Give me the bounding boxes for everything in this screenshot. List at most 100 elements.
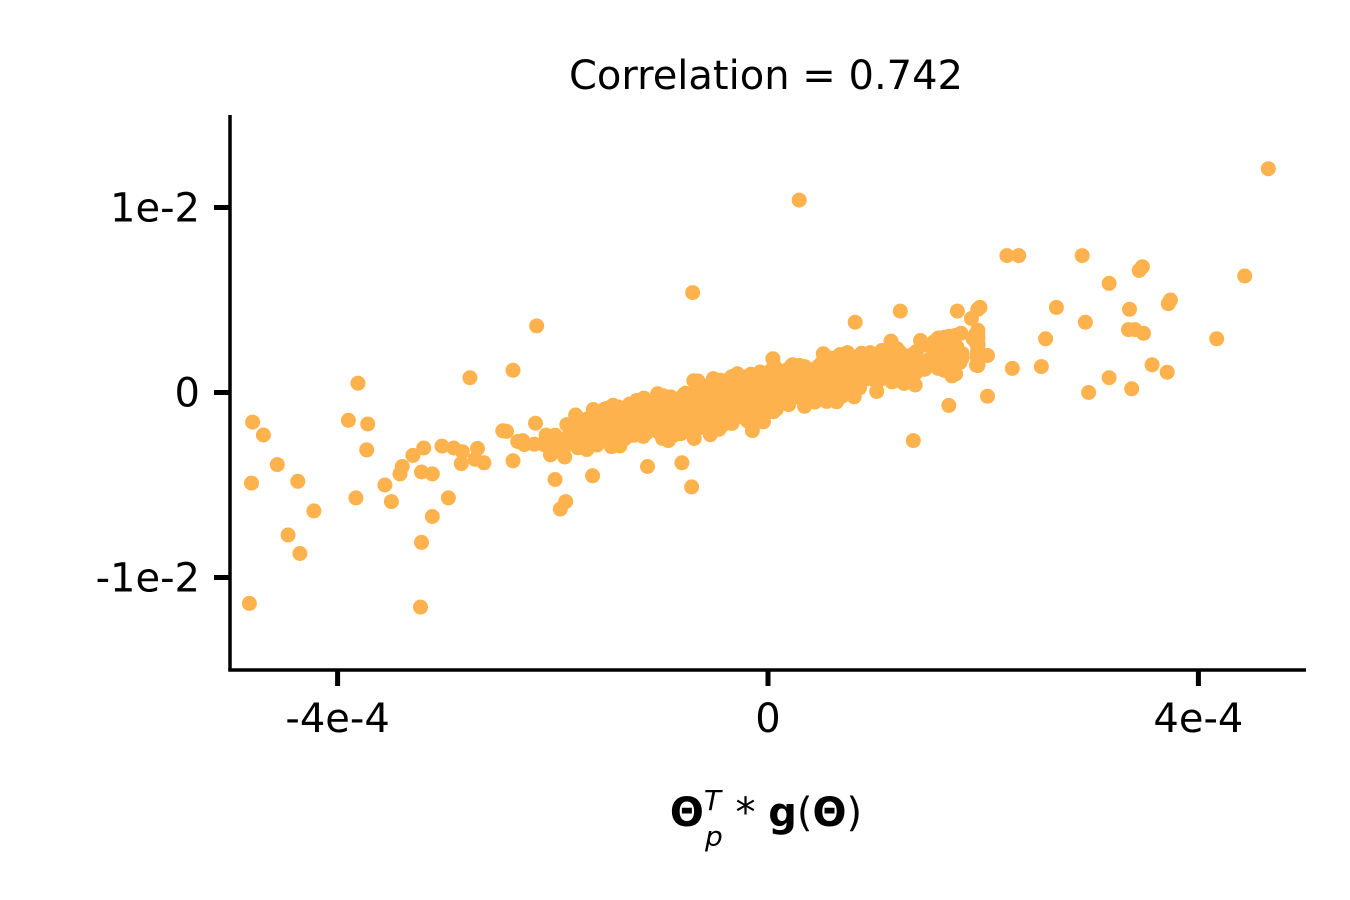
data-point: [1101, 275, 1117, 291]
data-point: [454, 444, 470, 460]
data-point: [675, 394, 691, 410]
data-point: [255, 427, 271, 443]
data-point: [394, 459, 410, 474]
data-point: [954, 346, 970, 362]
data-point: [360, 416, 376, 432]
data-point: [1160, 296, 1176, 312]
data-point: [359, 442, 375, 458]
x-label-operator: *: [723, 790, 768, 836]
x-label-g: g: [768, 790, 797, 836]
data-point: [692, 406, 708, 422]
data-point: [949, 303, 965, 319]
x-label-superscript: T: [704, 784, 723, 817]
data-point: [800, 373, 816, 389]
data-point: [711, 421, 727, 437]
x-label-theta-arg: Θ: [812, 790, 846, 836]
data-point: [759, 376, 775, 392]
ticks: -4e-4 0 4e-4 1e-2 0 -1e-2: [96, 186, 1244, 743]
x-label-lparen: (: [797, 790, 813, 836]
data-point: [1004, 360, 1020, 376]
data-point: [963, 311, 979, 326]
data-point: [462, 370, 478, 386]
data-point: [840, 365, 856, 381]
data-point: [1081, 385, 1097, 400]
data-point: [1136, 325, 1151, 341]
data-point: [440, 490, 456, 506]
x-label-rparen: ): [847, 790, 863, 836]
data-point: [538, 427, 554, 443]
data-point: [1033, 359, 1049, 375]
data-point: [453, 456, 469, 472]
data-point: [505, 453, 521, 469]
data-point: [290, 473, 306, 489]
data-point: [1011, 248, 1027, 264]
data-point: [905, 433, 921, 449]
data-point: [1122, 301, 1137, 317]
data-point: [470, 441, 485, 456]
data-point: [1260, 161, 1276, 177]
data-point: [505, 362, 521, 378]
data-point: [526, 436, 542, 452]
data-point: [744, 423, 760, 439]
data-point: [970, 345, 986, 360]
data-point: [685, 285, 701, 301]
data-point: [942, 345, 958, 361]
data-point: [896, 349, 912, 365]
data-point: [875, 353, 891, 369]
data-point: [306, 503, 322, 519]
x-axis-label: ΘT p * g(Θ): [670, 784, 862, 853]
data-point: [269, 457, 285, 473]
data-point: [557, 449, 573, 465]
data-point: [930, 344, 946, 360]
data-point: [495, 423, 511, 439]
data-point: [1101, 370, 1117, 386]
data-point: [728, 410, 744, 426]
y-tick-label: 1e-2: [110, 186, 200, 232]
data-point: [847, 314, 863, 330]
data-point: [1124, 381, 1140, 397]
data-point: [944, 368, 960, 384]
data-point: [241, 595, 257, 611]
data-point: [340, 412, 356, 428]
data-point: [574, 438, 590, 454]
data-point: [612, 414, 627, 430]
data-point: [846, 352, 862, 368]
data-point: [245, 414, 261, 430]
data-point: [528, 415, 543, 431]
data-point: [894, 371, 910, 387]
data-point: [684, 479, 700, 495]
data-point: [350, 375, 366, 391]
data-point: [383, 494, 399, 510]
data-point: [292, 546, 308, 561]
data-point: [610, 401, 626, 417]
x-tick-label: -4e-4: [285, 696, 389, 742]
data-point: [686, 431, 702, 446]
data-point: [585, 468, 601, 484]
data-point: [594, 418, 610, 434]
data-point: [892, 303, 908, 319]
data-point: [640, 401, 656, 417]
data-point: [416, 440, 432, 456]
data-point: [913, 333, 928, 348]
x-tick-label: 0: [755, 696, 780, 742]
data-point: [817, 387, 833, 403]
x-label-subscript: p: [704, 820, 723, 853]
data-point: [1159, 364, 1175, 380]
data-point: [796, 393, 812, 409]
data-points: [241, 161, 1276, 615]
data-point: [607, 430, 623, 446]
data-point: [626, 418, 642, 434]
data-point: [707, 374, 723, 390]
data-point: [1074, 248, 1090, 264]
data-point: [907, 377, 923, 393]
data-point: [820, 366, 836, 381]
data-point: [244, 475, 259, 491]
chart-title: Correlation = 0.742: [569, 53, 963, 99]
data-point: [561, 428, 577, 444]
data-point: [747, 385, 763, 401]
data-point: [413, 599, 428, 615]
data-point: [819, 355, 835, 371]
data-point: [941, 397, 957, 413]
data-point: [724, 369, 740, 385]
